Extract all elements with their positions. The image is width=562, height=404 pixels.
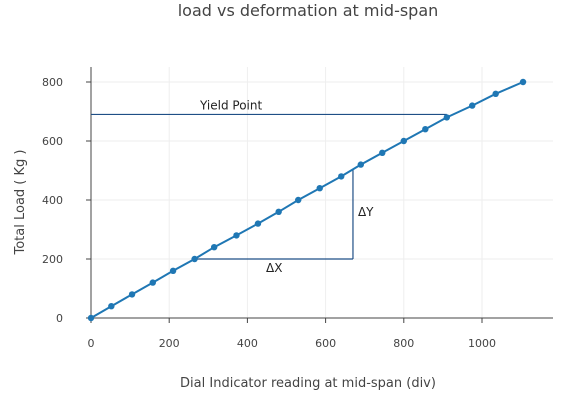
data-point <box>443 114 451 121</box>
data-point <box>338 173 345 180</box>
data-point <box>128 291 136 298</box>
yield-point-label: Yield Point <box>199 98 262 112</box>
data-point <box>275 208 282 215</box>
y-tick-label: 600 <box>42 135 63 148</box>
data-point <box>379 149 386 156</box>
x-tick-label: 200 <box>159 337 180 350</box>
annotations: Yield Point ΔX ΔY <box>91 98 447 275</box>
y-axis-label: Total Load ( Kg ) <box>13 150 28 256</box>
data-point <box>295 196 302 204</box>
data-point <box>357 161 364 168</box>
x-tick-label: 1000 <box>468 337 496 350</box>
grid <box>90 67 553 319</box>
x-tick-label: 600 <box>315 337 336 350</box>
x-tick-label: 400 <box>237 337 258 350</box>
delta-y-label: ΔY <box>358 205 374 219</box>
data-point <box>210 244 218 251</box>
x-axis-label: Dial Indicator reading at mid-span (div) <box>180 376 436 391</box>
x-tick-label: 800 <box>393 337 414 350</box>
y-tick-label: 800 <box>42 76 63 89</box>
data-point <box>469 102 476 109</box>
data-point <box>519 78 527 86</box>
delta-x-label: ΔX <box>266 261 282 275</box>
data-point <box>169 267 177 274</box>
chart-title: load vs deformation at mid-span <box>178 1 439 20</box>
data-point <box>149 279 156 286</box>
data-point <box>400 137 407 145</box>
data-point <box>316 185 323 192</box>
x-tick-label: 0 <box>88 337 95 350</box>
axes <box>90 67 553 319</box>
series <box>87 78 527 322</box>
data-point <box>108 303 115 310</box>
ticks: 0 200 400 600 800 1000 0 200 400 600 800 <box>42 76 496 350</box>
data-point <box>254 220 262 227</box>
data-point <box>191 255 198 263</box>
y-tick-label: 400 <box>42 194 63 207</box>
y-tick-label: 200 <box>42 253 63 266</box>
data-point <box>492 90 499 98</box>
y-tick-label: 0 <box>56 312 63 325</box>
data-point <box>233 232 240 239</box>
data-point <box>87 314 95 322</box>
data-point <box>422 126 429 133</box>
